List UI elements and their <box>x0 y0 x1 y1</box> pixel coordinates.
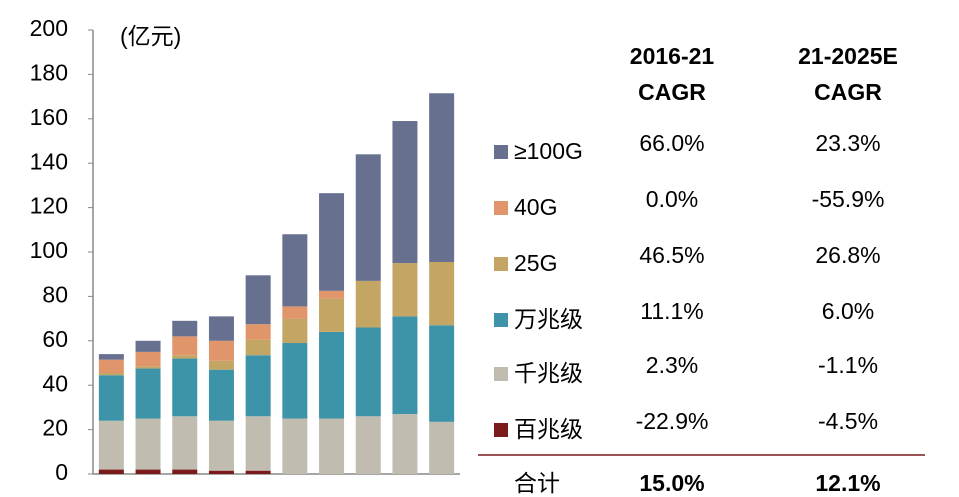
bar-segment <box>429 421 455 474</box>
bar-segment <box>282 343 308 419</box>
bar-segment <box>135 340 161 352</box>
y-tick-label: 0 <box>55 459 68 485</box>
y-tick-label: 120 <box>30 193 68 219</box>
legend-swatch <box>494 423 508 437</box>
bar-segment <box>208 369 234 421</box>
bar-segment <box>135 366 161 369</box>
bar-segment <box>172 320 198 337</box>
bar-segment <box>319 298 345 332</box>
bar-segment <box>98 359 124 373</box>
y-tick-label: 100 <box>30 237 68 263</box>
table-cell: 46.5% <box>639 242 704 268</box>
y-tick-label: 60 <box>42 326 68 352</box>
bar-segment <box>245 339 271 356</box>
bar-segment <box>208 420 234 471</box>
bar-segment <box>319 331 345 419</box>
bar-segment <box>98 354 124 360</box>
bar-segment <box>392 316 418 415</box>
bar-segment <box>208 360 234 370</box>
y-tick-label: 80 <box>42 281 68 307</box>
bar-segment <box>245 355 271 417</box>
column-header: CAGR <box>814 79 882 105</box>
table-cell: -22.9% <box>636 408 709 434</box>
bar-segment <box>319 193 345 291</box>
legend-swatch <box>494 367 508 381</box>
total-cell: 15.0% <box>639 470 704 496</box>
legend-swatch <box>494 313 508 327</box>
bar-segment <box>282 318 308 344</box>
legend-label: 40G <box>514 194 557 220</box>
bar-segment <box>172 416 198 470</box>
bar-segment <box>392 121 418 264</box>
bar-segment <box>245 416 271 471</box>
table-cell: -55.9% <box>812 186 885 212</box>
bar-segment <box>355 327 381 417</box>
bar-segment <box>245 324 271 340</box>
bar-segment <box>282 306 308 319</box>
y-axis-label: (亿元) <box>120 23 181 49</box>
bar-segment <box>135 368 161 419</box>
bar-segment <box>208 340 234 361</box>
legend-swatch <box>494 201 508 215</box>
table-cell: 66.0% <box>639 130 704 156</box>
bar-segment <box>172 469 198 474</box>
bar-segment <box>282 418 308 474</box>
total-label: 合计 <box>514 470 560 496</box>
legend-swatch <box>494 145 508 159</box>
bar-segment <box>172 358 198 417</box>
table-cell: 6.0% <box>822 298 874 324</box>
bar-segment <box>355 280 381 328</box>
bar-segment <box>135 418 161 470</box>
y-tick-label: 200 <box>30 15 68 41</box>
bar-segment <box>282 234 308 307</box>
column-header: CAGR <box>638 79 706 105</box>
table-cell: 11.1% <box>640 298 704 324</box>
bar-segment <box>135 469 161 474</box>
table-cell: 23.3% <box>815 130 880 156</box>
bar-segment <box>429 325 455 422</box>
y-tick-label: 140 <box>30 148 68 174</box>
bar-segment <box>355 154 381 281</box>
bar-segment <box>98 375 124 421</box>
table-cell: -4.5% <box>818 408 878 434</box>
bar-segment <box>429 261 455 326</box>
bar-segment <box>355 416 381 474</box>
bar-segment <box>135 351 161 367</box>
column-header: 21-2025E <box>798 43 898 69</box>
bar-segment <box>98 420 124 470</box>
table-cell: 2.3% <box>646 352 698 378</box>
table-cell: -1.1% <box>818 352 878 378</box>
total-cell: 12.1% <box>815 470 880 496</box>
bar-segment <box>245 275 271 325</box>
bar-segment <box>319 418 345 474</box>
bar-segment <box>319 290 345 299</box>
bar-segment <box>208 316 234 341</box>
y-tick-label: 20 <box>42 415 68 441</box>
bar-segment <box>429 93 455 262</box>
bar-segment <box>98 372 124 376</box>
column-header: 2016-21 <box>630 43 715 69</box>
bar-segment <box>172 336 198 356</box>
table-cell: 0.0% <box>646 186 698 212</box>
legend-label: 千兆级 <box>514 360 583 386</box>
legend-label: 百兆级 <box>514 416 583 442</box>
y-tick-label: 40 <box>42 370 68 396</box>
bar-segment <box>392 414 418 474</box>
bar-segment <box>392 263 418 317</box>
legend-swatch <box>494 257 508 271</box>
legend-label: 25G <box>514 250 557 276</box>
bar-segment <box>245 470 271 474</box>
bar-segment <box>208 470 234 474</box>
bar-segment <box>172 355 198 359</box>
table-cell: 26.8% <box>815 242 880 268</box>
y-tick-label: 180 <box>30 59 68 85</box>
bar-segment <box>98 469 124 474</box>
legend-label: 万兆级 <box>514 306 583 332</box>
y-tick-label: 160 <box>30 104 68 130</box>
legend-label: ≥100G <box>514 138 583 164</box>
